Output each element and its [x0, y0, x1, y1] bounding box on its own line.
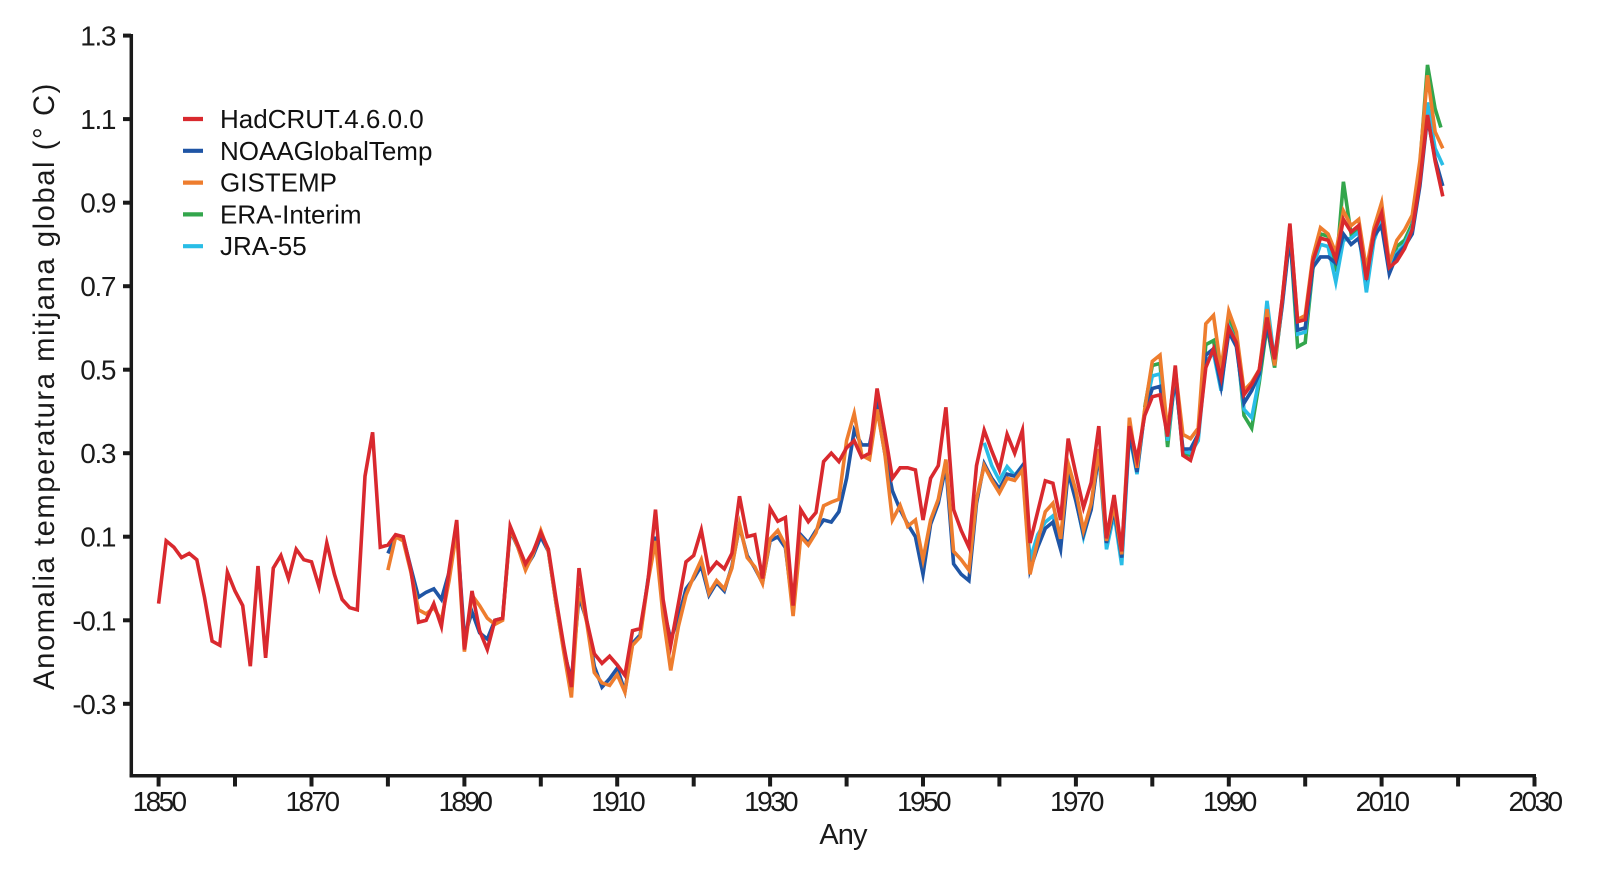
svg-text:1990: 1990 — [1203, 786, 1257, 817]
svg-text:1.1: 1.1 — [80, 104, 116, 135]
svg-text:1870: 1870 — [286, 786, 340, 817]
svg-text:HadCRUT.4.6.0.0: HadCRUT.4.6.0.0 — [220, 104, 424, 134]
svg-text:-0.1: -0.1 — [72, 605, 115, 636]
svg-text:1.3: 1.3 — [80, 21, 116, 52]
svg-text:1970: 1970 — [1050, 786, 1104, 817]
svg-text:1890: 1890 — [438, 786, 492, 817]
svg-text:2030: 2030 — [1509, 786, 1563, 817]
svg-text:Anomalia temperatura mitjana g: Anomalia temperatura mitjana global (° C… — [29, 82, 61, 690]
svg-text:Any: Any — [819, 819, 868, 851]
svg-text:-0.3: -0.3 — [72, 689, 115, 720]
svg-text:0.7: 0.7 — [80, 271, 116, 302]
svg-text:1930: 1930 — [744, 786, 798, 817]
svg-text:0.5: 0.5 — [80, 355, 116, 386]
svg-text:1910: 1910 — [591, 786, 645, 817]
svg-text:0.3: 0.3 — [80, 438, 116, 469]
svg-text:1950: 1950 — [897, 786, 951, 817]
svg-text:1850: 1850 — [133, 786, 187, 817]
svg-text:2010: 2010 — [1356, 786, 1410, 817]
svg-text:GISTEMP: GISTEMP — [220, 168, 337, 198]
svg-text:ERA-Interim: ERA-Interim — [220, 199, 362, 229]
svg-text:NOAAGlobalTemp: NOAAGlobalTemp — [220, 136, 432, 166]
svg-text:JRA-55: JRA-55 — [220, 231, 307, 261]
svg-text:0.1: 0.1 — [80, 522, 116, 553]
svg-text:0.9: 0.9 — [80, 188, 116, 219]
